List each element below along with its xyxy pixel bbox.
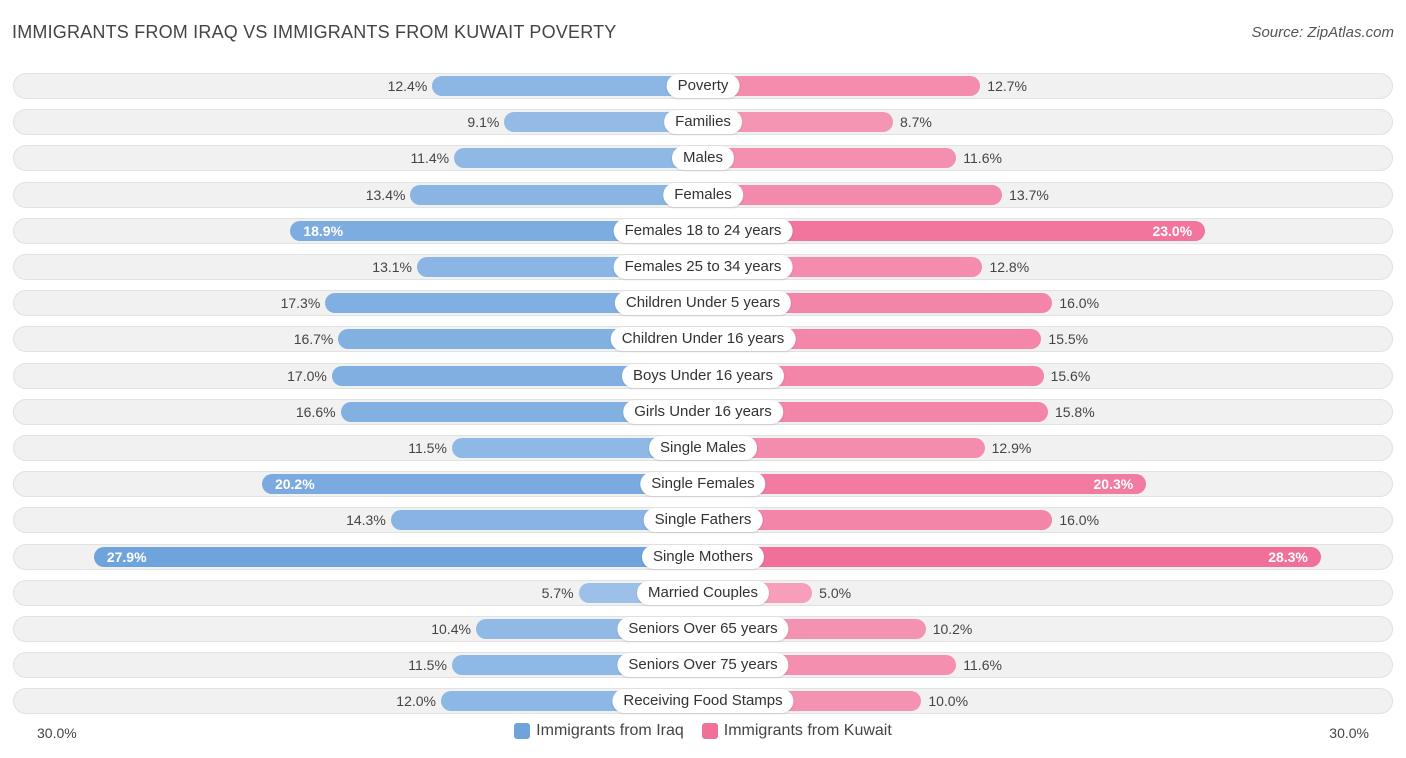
value-label-iraq: 18.9% xyxy=(303,222,344,239)
legend-label-kuwait: Immigrants from Kuwait xyxy=(723,722,892,739)
bar-iraq[interactable] xyxy=(340,401,703,422)
value-label-iraq: 5.7% xyxy=(541,584,574,601)
bar-kuwait[interactable] xyxy=(703,438,985,458)
bar-kuwait[interactable] xyxy=(703,148,957,169)
bar-iraq[interactable] xyxy=(504,112,703,133)
category-label: Girls Under 16 years xyxy=(623,399,783,424)
chart-title: IMMIGRANTS FROM IRAQ VS IMMIGRANTS FROM … xyxy=(12,22,617,42)
legend-swatch-kuwait xyxy=(701,723,718,739)
category-label: Females 25 to 34 years xyxy=(613,255,793,279)
legend-swatch-iraq xyxy=(514,723,531,739)
legend-label-iraq: Immigrants from Iraq xyxy=(536,722,684,739)
bar-iraq[interactable] xyxy=(410,184,703,205)
value-label-iraq: 11.4% xyxy=(410,150,450,167)
value-label-iraq: 17.3% xyxy=(280,295,321,312)
value-label-iraq: 12.0% xyxy=(396,693,436,710)
bar-kuwait[interactable] xyxy=(703,546,1321,567)
value-label-kuwait: 10.0% xyxy=(928,693,969,710)
value-label-iraq: 13.4% xyxy=(365,186,406,203)
category-label: Single Females xyxy=(640,472,766,497)
category-label: Married Couples xyxy=(636,580,770,605)
bar-iraq[interactable] xyxy=(390,510,703,531)
axis-right-label: 30.0% xyxy=(1329,725,1369,741)
value-label-iraq: 14.3% xyxy=(346,512,386,529)
value-label-kuwait: 15.8% xyxy=(1054,403,1095,420)
value-label-kuwait: 13.7% xyxy=(1009,186,1049,203)
bar-iraq[interactable] xyxy=(331,365,703,386)
bar-kuwait[interactable] xyxy=(703,184,1003,205)
category-label: Children Under 16 years xyxy=(610,327,796,352)
bar-kuwait[interactable] xyxy=(703,76,981,96)
category-label: Children Under 5 years xyxy=(614,291,792,316)
legend-item-kuwait[interactable]: Immigrants from Kuwait xyxy=(701,722,892,740)
bar-iraq[interactable] xyxy=(290,220,703,241)
value-label-iraq: 27.9% xyxy=(106,548,147,565)
category-label: Seniors Over 65 years xyxy=(617,617,789,641)
bar-iraq[interactable] xyxy=(454,148,703,169)
value-label-kuwait: 11.6% xyxy=(963,657,1002,674)
value-label-kuwait: 15.6% xyxy=(1050,367,1091,384)
category-label: Single Males xyxy=(649,436,757,460)
value-label-iraq: 16.6% xyxy=(295,403,336,420)
value-label-kuwait: 11.6% xyxy=(963,150,1002,167)
value-label-iraq: 11.5% xyxy=(408,657,447,674)
value-label-iraq: 9.1% xyxy=(467,114,500,131)
category-label: Females xyxy=(663,182,743,207)
category-label: Boys Under 16 years xyxy=(621,363,785,388)
value-label-iraq: 13.1% xyxy=(372,259,412,275)
bar-iraq[interactable] xyxy=(432,76,703,96)
value-label-iraq: 12.4% xyxy=(387,78,428,94)
bar-kuwait[interactable] xyxy=(703,293,1053,314)
value-label-iraq: 20.2% xyxy=(274,476,315,493)
value-label-kuwait: 5.0% xyxy=(819,584,852,601)
category-label: Males xyxy=(671,146,735,171)
category-label: Poverty xyxy=(666,74,740,98)
category-label: Females 18 to 24 years xyxy=(613,218,793,243)
value-label-kuwait: 10.2% xyxy=(932,621,973,637)
bar-kuwait[interactable] xyxy=(703,401,1048,422)
bar-kuwait[interactable] xyxy=(703,220,1206,241)
bar-kuwait[interactable] xyxy=(703,365,1044,386)
bar-iraq[interactable] xyxy=(451,438,703,458)
legend-item-iraq[interactable]: Immigrants from Iraq xyxy=(514,722,684,740)
value-label-kuwait: 8.7% xyxy=(899,114,932,131)
value-label-kuwait: 12.9% xyxy=(991,440,1032,456)
category-label: Families xyxy=(664,110,742,135)
bar-iraq[interactable] xyxy=(325,293,703,314)
value-label-kuwait: 12.8% xyxy=(989,259,1030,275)
value-label-kuwait: 23.0% xyxy=(1152,222,1193,239)
value-label-kuwait: 16.0% xyxy=(1059,512,1100,529)
value-label-iraq: 16.7% xyxy=(293,331,334,348)
value-label-kuwait: 28.3% xyxy=(1268,548,1308,565)
value-label-kuwait: 15.5% xyxy=(1048,331,1089,348)
bar-iraq[interactable] xyxy=(261,474,703,495)
category-label: Single Mothers xyxy=(641,544,765,569)
category-label: Seniors Over 75 years xyxy=(617,653,789,678)
value-label-iraq: 10.4% xyxy=(431,621,471,637)
value-label-iraq: 11.5% xyxy=(408,440,447,456)
bar-kuwait[interactable] xyxy=(703,474,1147,495)
source-label: Source: ZipAtlas.com xyxy=(1251,24,1394,41)
bar-kuwait[interactable] xyxy=(703,510,1053,531)
bar-kuwait[interactable] xyxy=(703,112,893,133)
bar-iraq[interactable] xyxy=(93,546,703,567)
legend: Immigrants from Iraq Immigrants from Kuw… xyxy=(0,722,1406,740)
category-label: Single Fathers xyxy=(643,508,763,533)
value-label-kuwait: 20.3% xyxy=(1093,476,1134,493)
axis-left-label: 30.0% xyxy=(37,725,77,741)
value-label-kuwait: 12.7% xyxy=(987,78,1027,94)
category-label: Receiving Food Stamps xyxy=(612,689,794,714)
value-label-iraq: 17.0% xyxy=(287,367,327,384)
value-label-kuwait: 16.0% xyxy=(1059,295,1100,312)
